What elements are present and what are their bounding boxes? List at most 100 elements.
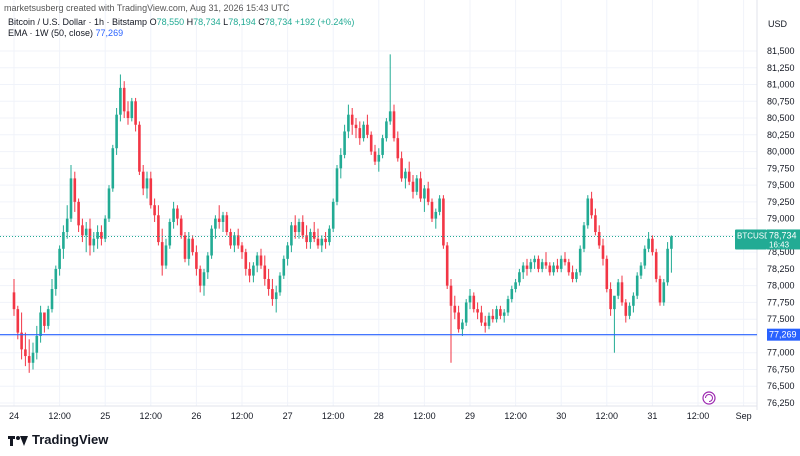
candle-body	[331, 201, 335, 229]
candle-body	[385, 121, 388, 139]
candle-body	[164, 245, 168, 266]
close-label: C	[258, 17, 265, 27]
candle-body	[647, 238, 650, 249]
y-tick-label: 81,250	[767, 63, 795, 73]
x-tick-label: 12:00	[504, 411, 527, 421]
last-price-value: 78,734	[769, 230, 797, 240]
candle-body	[628, 305, 631, 316]
y-tick-label: 80,750	[767, 96, 795, 106]
candle-body	[670, 236, 673, 249]
candle-body	[358, 128, 362, 139]
y-tick-label: 77,500	[767, 314, 795, 324]
low-value: 78,194	[228, 17, 256, 27]
candle-body	[419, 178, 422, 199]
y-tick-label: 79,000	[767, 214, 795, 224]
y-tick-label: 80,000	[767, 147, 795, 157]
y-tick-label: 79,750	[767, 163, 795, 173]
currency-label[interactable]: USD	[768, 19, 788, 29]
candle-body	[195, 252, 198, 269]
x-tick-label: 25	[100, 411, 110, 421]
candle-body	[434, 211, 438, 219]
candle-body	[183, 235, 187, 259]
candle-body	[107, 188, 111, 219]
candle-body	[616, 282, 620, 296]
x-tick-label: 12:00	[687, 411, 710, 421]
candle-body	[442, 198, 445, 246]
candle-body	[377, 154, 381, 162]
candle-body	[567, 262, 571, 273]
candle-body	[438, 198, 441, 212]
x-tick-label: 12:00	[140, 411, 163, 421]
high-label: H	[186, 17, 194, 27]
y-tick-label: 76,500	[767, 381, 795, 391]
grid-lines	[0, 0, 757, 406]
candle-body	[263, 265, 267, 279]
candle-body	[362, 124, 365, 139]
candle-body	[286, 245, 289, 259]
x-tick-label: 30	[556, 411, 566, 421]
candle-body	[518, 272, 521, 283]
candle-body	[506, 299, 510, 313]
candle-body	[369, 134, 373, 152]
candle-body	[187, 238, 191, 259]
candle-body	[328, 228, 331, 243]
candle-body	[179, 218, 183, 236]
candle-body	[293, 225, 297, 233]
candle-body	[305, 235, 308, 243]
candle-body	[544, 262, 548, 266]
candle-body	[411, 181, 415, 192]
candle-body	[122, 87, 126, 112]
candle-body	[502, 312, 506, 316]
candle-body	[635, 275, 639, 296]
x-tick-label: 12:00	[596, 411, 619, 421]
candle-body	[613, 295, 616, 310]
candle-body	[39, 312, 42, 336]
y-tick-label: 76,750	[767, 364, 795, 374]
candle-body	[590, 198, 593, 216]
x-tick-label: Sep	[736, 411, 752, 421]
candle-body	[172, 208, 175, 222]
y-tick-label: 78,250	[767, 264, 795, 274]
overlays	[0, 235, 757, 336]
candle-body	[77, 201, 80, 226]
candle-body	[145, 178, 149, 189]
candle-body	[141, 171, 145, 189]
candle-body	[525, 265, 529, 269]
candle-body	[495, 309, 498, 320]
legend-ema: EMA · 1W (50, close) 77,269	[8, 28, 123, 38]
candle-body	[138, 124, 141, 172]
candle-body	[316, 238, 320, 246]
candles	[12, 54, 673, 373]
candle-body	[96, 232, 99, 239]
candle-body	[354, 124, 358, 129]
x-tick-label: 12:00	[48, 411, 71, 421]
candle-body	[578, 248, 582, 273]
candle-body	[126, 111, 130, 119]
candle-body	[233, 235, 236, 246]
candle-body	[639, 265, 643, 276]
y-tick-label: 80,500	[767, 113, 795, 123]
symbol-tag	[735, 229, 767, 250]
y-tick-label: 81,000	[767, 80, 795, 90]
candle-body	[662, 282, 666, 303]
last-price-tag	[767, 229, 800, 250]
candle-body	[491, 315, 495, 320]
reset-chart-icon[interactable]	[702, 391, 716, 405]
candle-body	[339, 154, 343, 169]
candle-body	[472, 295, 476, 310]
legend-ohlc: Bitcoin / U.S. Dollar · 1h · Bitstamp O7…	[8, 17, 354, 27]
y-tick-label: 79,250	[767, 197, 795, 207]
y-tick-label: 78,000	[767, 281, 795, 291]
candle-body	[206, 255, 210, 273]
tradingview-logo[interactable]: TradingView	[8, 432, 108, 447]
candle-body	[426, 188, 430, 202]
ema-tag-value: 77,269	[769, 330, 797, 340]
candle-body	[430, 201, 434, 219]
y-tick-label: 78,500	[767, 247, 795, 257]
y-tick-label: 79,500	[767, 180, 795, 190]
tradingview-logo-icon	[8, 434, 28, 446]
candle-body	[267, 278, 270, 290]
candle-body	[373, 151, 377, 162]
x-tick-label: 28	[374, 411, 384, 421]
candle-body	[651, 238, 654, 253]
